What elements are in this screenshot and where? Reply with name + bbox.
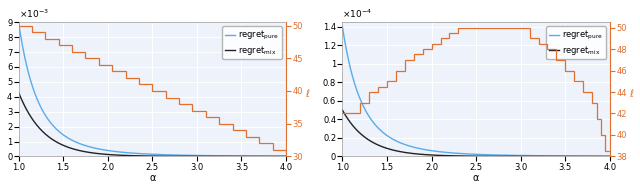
regret$_\mathregular{pure}$ xyxy=(339,26,346,28)
regret$_\mathregular{pure}$ xyxy=(15,21,22,23)
regret$_\mathregular{mix}$ xyxy=(461,155,469,157)
regret$_\mathregular{pure}$ xyxy=(598,155,606,157)
regret$_\mathregular{pure}$ xyxy=(468,153,476,155)
regret$_\mathregular{pure}$ xyxy=(461,153,469,155)
regret$_\mathregular{pure}$ xyxy=(598,155,606,157)
Y-axis label: ℓ: ℓ xyxy=(305,89,309,99)
regret$_\mathregular{mix}$ xyxy=(145,155,152,157)
regret$_\mathregular{mix}$ xyxy=(468,155,476,157)
regret$_\mathregular{mix}$ xyxy=(225,155,233,158)
Y-axis label: ℓ: ℓ xyxy=(629,89,633,99)
regret$_\mathregular{pure}$ xyxy=(549,155,557,157)
regret$_\mathregular{mix}$ xyxy=(275,155,282,158)
regret$_\mathregular{pure}$ xyxy=(145,153,152,155)
Legend: regret$_\mathregular{pure}$, regret$_\mathregular{mix}$: regret$_\mathregular{pure}$, regret$_\ma… xyxy=(547,26,605,59)
Legend: regret$_\mathregular{pure}$, regret$_\mathregular{mix}$: regret$_\mathregular{pure}$, regret$_\ma… xyxy=(223,26,282,59)
regret$_\mathregular{mix}$ xyxy=(138,155,145,157)
regret$_\mathregular{mix}$ xyxy=(598,155,606,158)
regret$_\mathregular{mix}$ xyxy=(275,155,282,158)
Line: regret$_\mathregular{mix}$: regret$_\mathregular{mix}$ xyxy=(342,110,610,156)
regret$_\mathregular{pure}$ xyxy=(282,155,290,157)
regret$_\mathregular{mix}$ xyxy=(28,118,36,120)
Text: $\times 10^{-4}$: $\times 10^{-4}$ xyxy=(342,7,372,20)
regret$_\mathregular{pure}$ xyxy=(606,155,614,157)
Text: $\times 10^{-3}$: $\times 10^{-3}$ xyxy=(19,7,49,20)
regret$_\mathregular{pure}$ xyxy=(275,155,282,157)
regret$_\mathregular{pure}$ xyxy=(352,87,360,89)
regret$_\mathregular{mix}$ xyxy=(352,128,360,131)
Line: regret$_\mathregular{mix}$: regret$_\mathregular{mix}$ xyxy=(19,92,286,156)
regret$_\mathregular{mix}$ xyxy=(282,155,290,158)
X-axis label: α: α xyxy=(473,173,479,183)
regret$_\mathregular{pure}$ xyxy=(275,155,282,157)
regret$_\mathregular{mix}$ xyxy=(549,155,557,158)
regret$_\mathregular{mix}$ xyxy=(598,155,606,158)
regret$_\mathregular{pure}$ xyxy=(138,153,145,155)
Line: regret$_\mathregular{pure}$: regret$_\mathregular{pure}$ xyxy=(19,22,286,156)
regret$_\mathregular{pure}$ xyxy=(225,155,233,157)
regret$_\mathregular{pure}$ xyxy=(28,85,36,87)
Line: regret$_\mathregular{pure}$: regret$_\mathregular{pure}$ xyxy=(342,27,610,156)
regret$_\mathregular{mix}$ xyxy=(15,91,22,93)
X-axis label: α: α xyxy=(149,173,156,183)
regret$_\mathregular{mix}$ xyxy=(339,109,346,111)
regret$_\mathregular{mix}$ xyxy=(606,155,614,158)
